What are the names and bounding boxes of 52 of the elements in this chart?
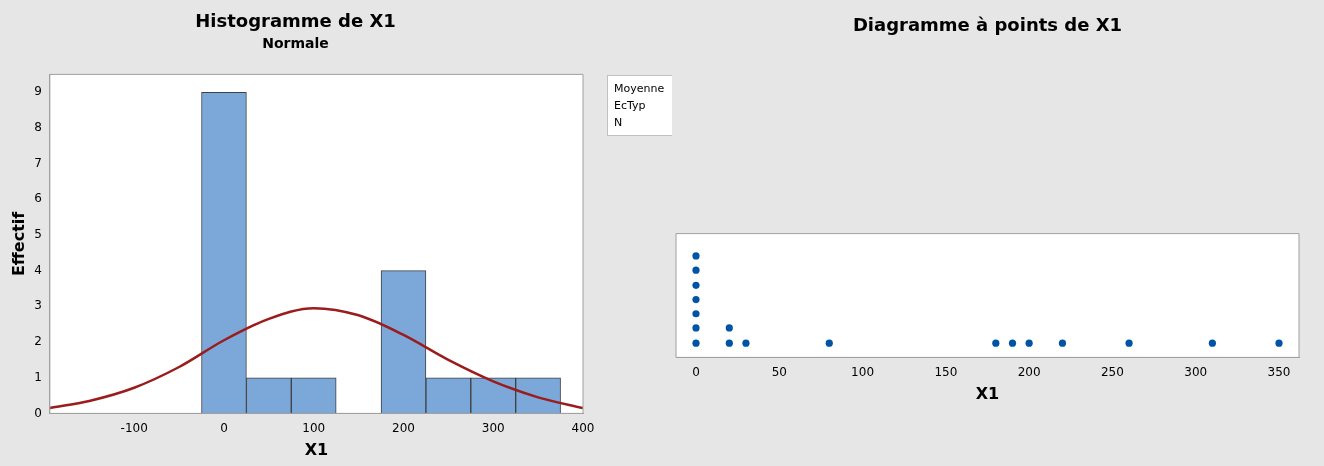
point <box>692 295 700 304</box>
point <box>742 339 750 347</box>
chart-subtitle: Normale <box>262 34 329 51</box>
x-tick-label: 400 <box>571 420 595 435</box>
point <box>1008 339 1017 347</box>
point <box>692 324 700 332</box>
point <box>692 281 700 289</box>
x-axis-title: X1 <box>304 439 329 459</box>
point <box>725 324 733 332</box>
y-tick-label: 7 <box>34 155 42 170</box>
y-tick-label: 3 <box>34 298 42 313</box>
text: EcTyp <box>614 98 647 114</box>
chart-title: Diagramme à points de X1 <box>852 14 1123 36</box>
point <box>692 310 700 318</box>
x-tick-label: 200 <box>1017 364 1041 379</box>
point <box>1208 339 1216 347</box>
y-tick-label: 1 <box>34 369 42 384</box>
x-tick-label: 0 <box>692 364 700 379</box>
x-tick-label: 0 <box>220 420 228 435</box>
point <box>825 339 833 347</box>
line-series <box>49 306 583 410</box>
text: N <box>614 115 624 131</box>
y-tick-label: 0 <box>34 405 42 420</box>
point <box>1125 339 1133 347</box>
point <box>1058 339 1067 347</box>
x-tick-label: 300 <box>481 420 505 435</box>
x-tick-label: 250 <box>1100 364 1124 379</box>
y-tick-label: 8 <box>34 120 42 135</box>
x-tick-label: -100 <box>120 420 148 435</box>
x-tick-label: 200 <box>392 420 415 435</box>
x-tick-label: 100 <box>851 364 875 379</box>
y-tick-label: 2 <box>34 334 42 349</box>
point <box>692 252 700 260</box>
y-tick-label: 5 <box>34 227 42 242</box>
x-tick-label: 100 <box>302 420 326 435</box>
y-tick-label: 6 <box>34 191 42 206</box>
y-axis-title: Effectif <box>8 210 28 277</box>
point <box>692 339 700 347</box>
x-tick-label: 350 <box>1267 364 1291 379</box>
point <box>1275 339 1283 347</box>
point <box>1025 339 1033 347</box>
text: Moyenne <box>614 81 666 97</box>
point <box>725 339 733 347</box>
point <box>692 266 700 274</box>
x-tick-label: 50 <box>771 364 787 379</box>
x-axis-title: X1 <box>975 383 1000 403</box>
chart-title: Histogramme de X1 <box>195 10 396 32</box>
x-tick-label: 150 <box>934 364 958 379</box>
point <box>992 339 1000 347</box>
y-tick-label: 4 <box>34 262 42 277</box>
x-tick-label: 300 <box>1184 364 1208 379</box>
y-tick-label: 9 <box>34 84 42 99</box>
